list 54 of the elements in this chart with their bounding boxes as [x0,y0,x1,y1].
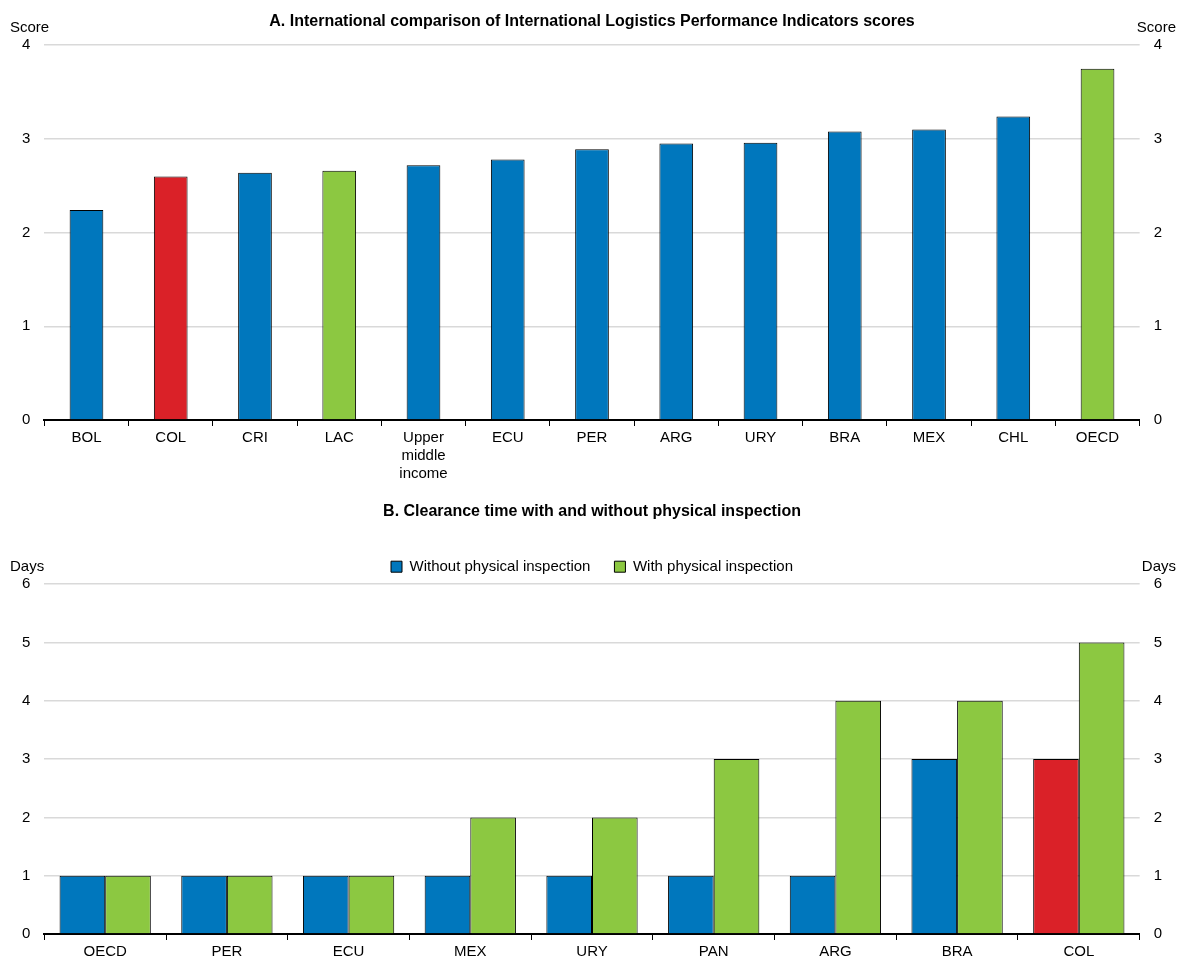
y2-tick-label: 6 [1153,574,1162,592]
x-tick-label: BOL [71,428,102,446]
x-tick-label: ECU [491,428,524,446]
y-tick-label: 0 [22,410,31,428]
y2-axis-title: Days [1141,556,1176,574]
y2-axis-title: Score [1136,17,1176,35]
y-tick-label: 5 [22,632,31,650]
x-tick-label: ARG [660,428,693,446]
y-tick-label: 1 [22,316,31,334]
y-axis-title: Days [10,556,45,574]
y2-tick-label: 3 [1153,749,1162,767]
x-tick-label: BRA [829,428,861,446]
y-tick-label: 3 [22,129,31,147]
y-tick-label: 4 [22,690,31,708]
x-tick-label: CHL [998,428,1029,446]
chart-title: B. Clearance time with and without physical inspection [383,502,801,520]
x-tick-label: PAN [698,942,729,960]
x-tick-label: COL [155,428,187,446]
x-tick-label: URY [744,428,777,446]
x-tick-label: PER [576,428,608,446]
y-tick-label: 1 [22,865,31,883]
y2-tick-label: 2 [1153,222,1162,240]
y-tick-label: 2 [22,807,31,825]
chart-title: A. International comparison of International Logistics Performance Indicators scores [269,12,915,30]
x-tick-label: MEX [912,428,946,446]
x-tick-label: BRA [941,942,973,960]
y-tick-label: 3 [22,749,31,767]
y-tick-label: 0 [22,924,31,942]
y2-tick-label: 0 [1153,924,1162,942]
x-tick-label: Upper middle income [399,428,448,482]
y-tick-label: 2 [22,222,31,240]
x-tick-label: COL [1063,942,1095,960]
x-tick-label: ARG [819,942,852,960]
x-tick-label: LAC [324,428,354,446]
x-tick-label: OECD [83,942,128,960]
x-tick-label: PER [211,942,243,960]
y2-tick-label: 4 [1153,690,1162,708]
y-tick-label: 6 [22,574,31,592]
x-tick-label: ECU [332,942,365,960]
x-tick-label: OECD [1075,428,1120,446]
y2-tick-label: 1 [1153,316,1162,334]
legend-label: With physical inspection [632,556,793,574]
x-tick-label: URY [576,942,608,960]
x-tick-label: MEX [454,942,487,960]
y2-tick-label: 3 [1153,129,1162,147]
y2-tick-label: 0 [1153,410,1162,428]
x-tick-label: CRI [242,428,268,446]
y2-tick-label: 4 [1153,35,1162,53]
y2-tick-label: 2 [1153,807,1162,825]
y-axis-title: Score [10,17,50,35]
legend-label: Without physical inspection [409,556,591,574]
y2-tick-label: 1 [1153,865,1162,883]
y2-tick-label: 5 [1153,632,1162,650]
y-tick-label: 4 [22,35,31,53]
